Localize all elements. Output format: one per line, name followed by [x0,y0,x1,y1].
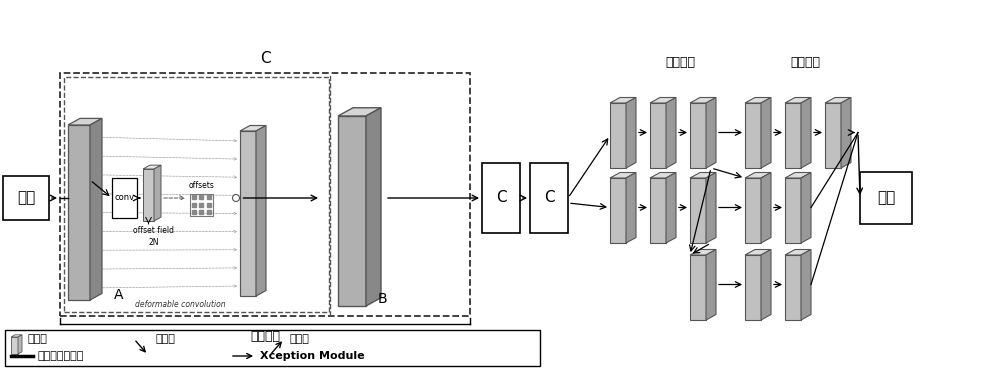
Text: deformable convolution: deformable convolution [135,300,225,309]
Polygon shape [785,103,801,168]
Text: 输出: 输出 [877,191,895,205]
Polygon shape [785,255,801,320]
Bar [60,73,470,316]
Polygon shape [650,178,666,243]
Polygon shape [338,116,366,306]
Polygon shape [706,173,716,243]
Polygon shape [785,173,811,178]
Polygon shape [690,178,706,243]
Polygon shape [825,103,841,168]
Text: C: C [496,191,506,205]
Bar [64,77,329,312]
Polygon shape [143,169,154,221]
Text: 第一阶段: 第一阶段 [250,330,280,343]
Circle shape [232,195,240,202]
Text: B: B [377,292,387,306]
Text: 输入: 输入 [17,191,35,205]
Polygon shape [610,173,636,178]
Polygon shape [626,98,636,168]
Polygon shape [761,98,771,168]
Polygon shape [761,250,771,320]
Text: offsets: offsets [188,180,214,190]
Text: 第二阶段: 第二阶段 [665,57,695,70]
Polygon shape [240,131,256,296]
Text: 下采样: 下采样 [155,335,175,344]
Polygon shape [610,178,626,243]
Polygon shape [11,337,18,354]
Polygon shape [785,250,811,255]
Text: offset field: offset field [133,226,174,235]
Polygon shape [610,103,626,168]
Text: A: A [114,288,124,302]
Text: 可变形卷积模块: 可变形卷积模块 [37,351,83,361]
Text: C: C [544,191,554,205]
Polygon shape [785,98,811,103]
Polygon shape [256,125,266,296]
Polygon shape [18,335,22,354]
Polygon shape [690,98,716,103]
Polygon shape [745,103,761,168]
Polygon shape [690,250,716,255]
Polygon shape [666,173,676,243]
Polygon shape [785,178,801,243]
Polygon shape [143,165,161,169]
Polygon shape [801,173,811,243]
Polygon shape [690,173,716,178]
Bar [190,194,212,216]
Polygon shape [154,165,161,221]
Polygon shape [68,125,90,300]
Text: C: C [260,51,270,66]
Polygon shape [706,98,716,168]
Polygon shape [745,98,771,103]
Text: 特征图: 特征图 [27,335,47,344]
Polygon shape [338,108,381,116]
Polygon shape [650,173,676,178]
Bar [860,172,912,224]
Polygon shape [690,103,706,168]
Polygon shape [745,255,761,320]
Text: 上采样: 上采样 [290,335,310,344]
Polygon shape [801,250,811,320]
Polygon shape [68,118,102,125]
Polygon shape [745,250,771,255]
Bar [482,163,520,233]
Polygon shape [366,108,381,306]
Polygon shape [801,98,811,168]
Polygon shape [626,173,636,243]
Polygon shape [761,173,771,243]
Polygon shape [650,98,676,103]
Polygon shape [666,98,676,168]
Text: conv: conv [114,194,135,202]
Polygon shape [841,98,851,168]
Polygon shape [90,118,102,300]
Bar [530,163,568,233]
Text: 第三阶段: 第三阶段 [790,57,820,70]
Text: Xception Module: Xception Module [260,351,365,361]
Polygon shape [240,125,266,131]
Polygon shape [706,250,716,320]
Polygon shape [745,178,761,243]
Polygon shape [650,103,666,168]
Polygon shape [825,98,851,103]
Bar [112,178,137,218]
Polygon shape [690,255,706,320]
Text: 2N: 2N [148,238,159,247]
Bar [3,176,49,220]
Polygon shape [745,173,771,178]
Polygon shape [610,98,636,103]
Polygon shape [11,335,22,337]
Bar [5,330,540,366]
